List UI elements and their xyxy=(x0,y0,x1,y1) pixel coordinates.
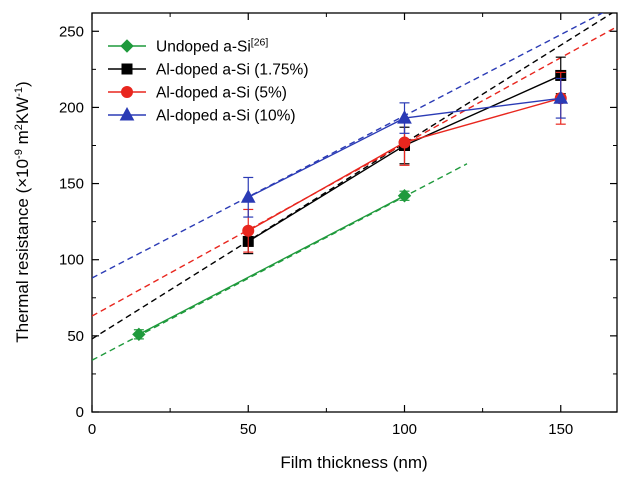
fit-line-3 xyxy=(92,13,604,279)
y-tick-label: 0 xyxy=(76,404,84,421)
legend-marker xyxy=(121,63,133,75)
legend-label: Al-doped a-Si (10%) xyxy=(156,108,296,125)
y-tick-label: 100 xyxy=(59,252,84,269)
data-point xyxy=(132,327,146,342)
y-tick-label: 200 xyxy=(59,99,84,116)
y-tick-label: 250 xyxy=(59,23,84,40)
y-tick-label: 150 xyxy=(59,176,84,193)
legend-label: Al-doped a-Si (1.75%) xyxy=(156,62,309,79)
data-point xyxy=(397,189,412,203)
axes: 0 50 100 150 0 50 100 150 200 250 xyxy=(59,13,617,438)
fit-lines xyxy=(92,13,617,361)
data-point xyxy=(553,90,569,104)
legend-marker xyxy=(120,39,134,53)
plot-frame xyxy=(91,12,618,413)
x-tick-label: 150 xyxy=(548,421,573,438)
series-0 xyxy=(132,189,412,342)
legend-marker xyxy=(119,106,135,121)
fit-line-0 xyxy=(92,163,468,361)
x-tick-label: 100 xyxy=(392,421,417,438)
data-point xyxy=(240,189,256,203)
data-point xyxy=(397,110,412,124)
x-tick-label: 50 xyxy=(240,421,257,438)
series-3 xyxy=(240,77,569,218)
series-line-0 xyxy=(138,195,405,335)
fit-line-1 xyxy=(92,13,614,340)
legend-item-2: Al-doped a-Si (5%) xyxy=(108,85,287,102)
legend-item-0: Undoped a-Si[26] xyxy=(108,37,268,56)
x-axis-title: Film thickness (nm) xyxy=(280,453,427,472)
y-axis-title: Thermal resistance (×10-9 m2KW-1) xyxy=(13,81,32,342)
series-2 xyxy=(242,71,567,253)
legend-label: Al-doped a-Si (5%) xyxy=(156,85,287,102)
legend-item-1: Al-doped a-Si (1.75%) xyxy=(108,62,309,79)
y-tick-label: 50 xyxy=(67,328,84,345)
data-point xyxy=(242,224,255,237)
legend-marker xyxy=(121,86,133,98)
legend-label: Undoped a-Si[26] xyxy=(156,37,268,56)
legend-item-3: Al-doped a-Si (10%) xyxy=(108,106,296,125)
data-point xyxy=(398,136,411,149)
x-tick-label: 0 xyxy=(88,421,96,438)
legend: Undoped a-Si[26] Al-doped a-Si (1.75%) Al-… xyxy=(108,37,309,125)
series-layer xyxy=(132,56,569,342)
